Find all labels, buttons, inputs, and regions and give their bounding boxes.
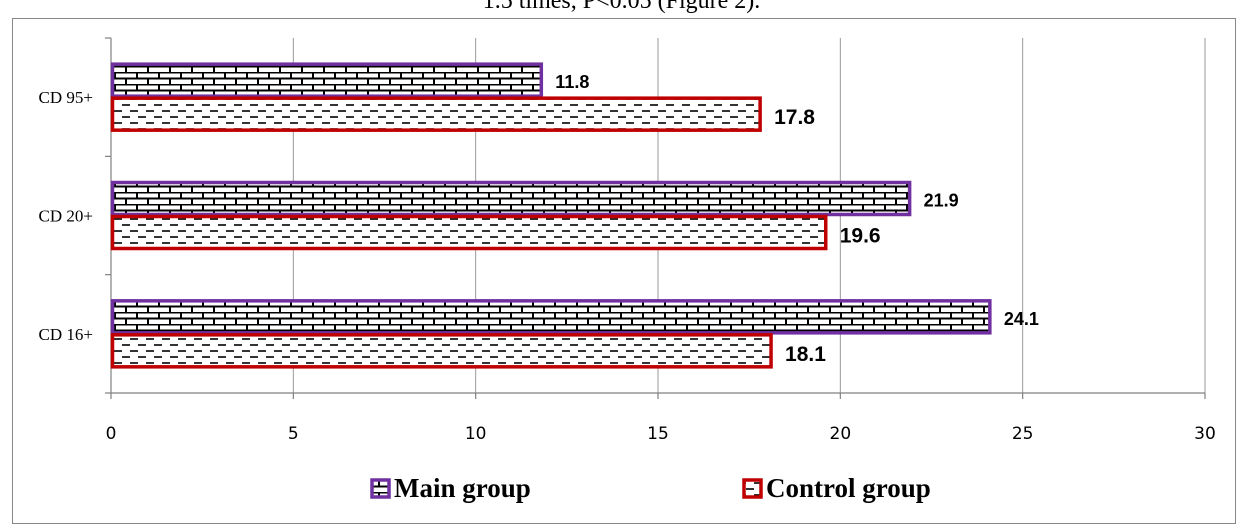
legend-label: Main group — [394, 473, 531, 503]
bars — [110, 62, 992, 369]
data-label-control: 17.8 — [774, 106, 815, 129]
data-label-control: 19.6 — [840, 225, 881, 248]
bar-main-group — [110, 180, 912, 217]
legend-swatch — [370, 478, 391, 499]
x-tick-label: 10 — [465, 424, 487, 444]
legend-control-group: Control group — [742, 473, 931, 503]
data-label-main: 21.9 — [924, 191, 959, 211]
data-label-main: 11.8 — [555, 72, 589, 92]
x-tick-label: 15 — [647, 424, 669, 444]
x-tick-label: 30 — [1194, 424, 1216, 444]
bar-control-group — [110, 333, 773, 369]
legend-swatch — [742, 478, 763, 499]
data-label-control: 18.1 — [785, 343, 826, 366]
x-tick-label: 5 — [288, 424, 299, 444]
bar-main-group — [110, 299, 992, 335]
legend-label: Control group — [766, 473, 931, 503]
figure-caption: 1.5 times, P<0.05 (Figure 2). — [482, 0, 761, 14]
x-tick-label: 0 — [106, 424, 117, 444]
category-label: CD 16+ — [39, 325, 93, 344]
legend: Main group Control group — [370, 473, 931, 503]
labels: 0 5 10 15 20 25 30 CD 95+ 11.8 17.8 CD 20+ 21.9 19.6… — [39, 72, 1216, 444]
bar-main-group — [110, 62, 544, 98]
x-tick-label: 25 — [1012, 424, 1034, 444]
bar-control-group — [110, 96, 762, 132]
x-tick-label: 20 — [830, 424, 852, 444]
category-label: CD 95+ — [39, 88, 93, 107]
bar-control-group — [110, 214, 828, 251]
data-label-main: 24.1 — [1004, 309, 1039, 329]
legend-main-group: Main group — [370, 473, 531, 503]
category-label: CD 20+ — [39, 207, 93, 226]
